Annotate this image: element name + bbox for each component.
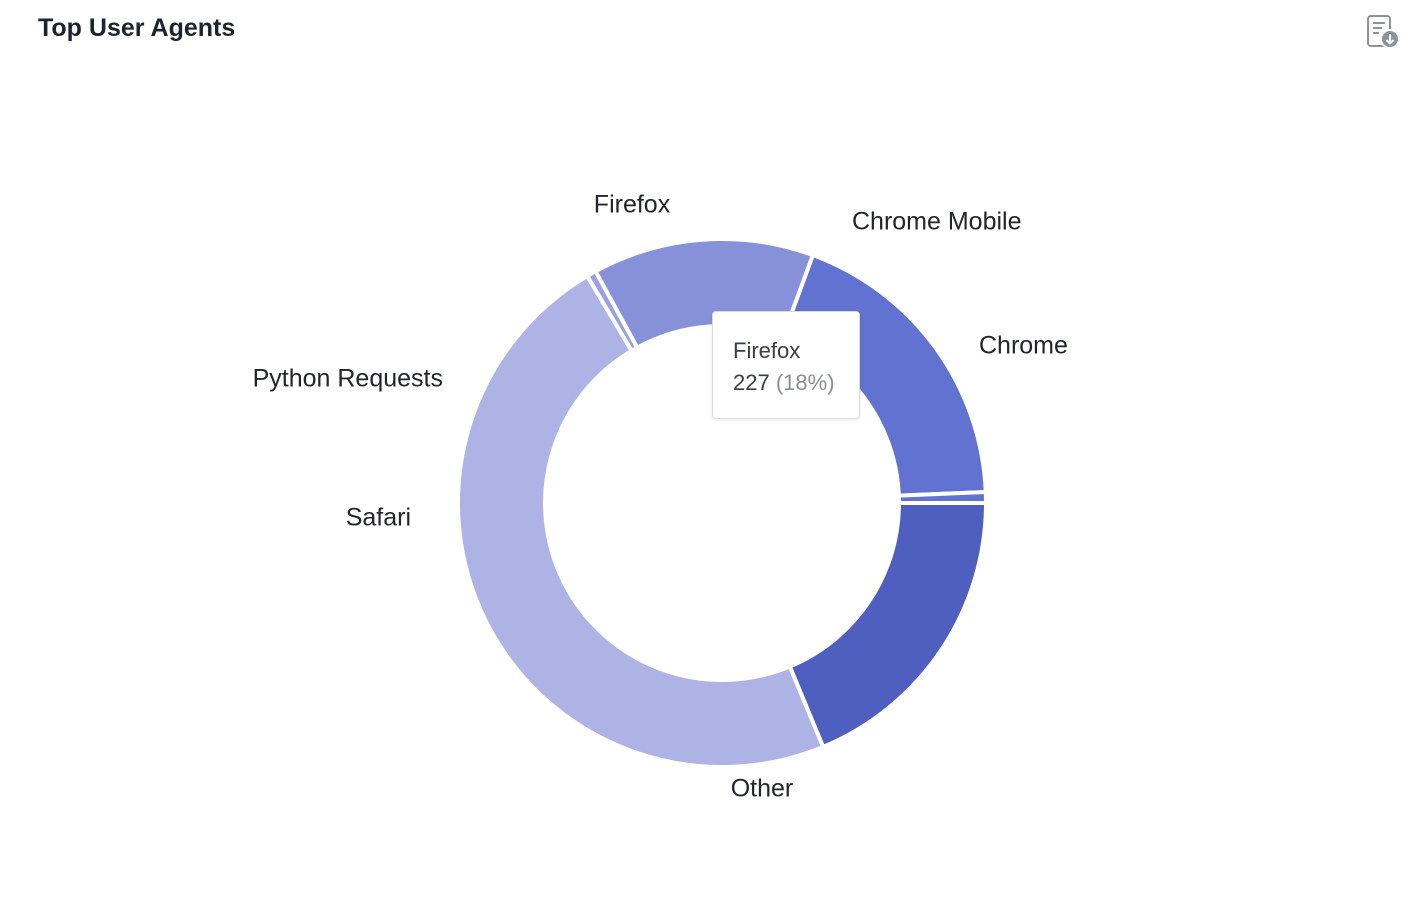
tooltip-value: 227	[733, 370, 770, 395]
slice-label-python-requests: Python Requests	[253, 365, 443, 393]
download-report-icon-graphic	[1367, 15, 1400, 49]
tooltip-percent: (18%)	[775, 370, 835, 395]
widget-title: Top User Agents	[38, 14, 236, 42]
slice-label-other: Other	[731, 775, 794, 803]
slice-label-chrome-mobile: Chrome Mobile	[852, 208, 1022, 236]
slice-other[interactable]	[456, 273, 826, 769]
slice-label-firefox: Firefox	[594, 191, 671, 219]
slice-chrome[interactable]	[787, 501, 989, 750]
slice-label-safari: Safari	[346, 504, 411, 532]
chart-tooltip: Firefox 227 (18%)	[712, 311, 860, 419]
tooltip-value-line: 227 (18%)	[733, 366, 839, 400]
download-report-icon[interactable]	[1362, 12, 1402, 52]
slice-label-chrome: Chrome	[979, 332, 1068, 360]
slice-chrome-mobile[interactable]	[896, 489, 989, 505]
tooltip-category: Firefox	[733, 338, 801, 363]
